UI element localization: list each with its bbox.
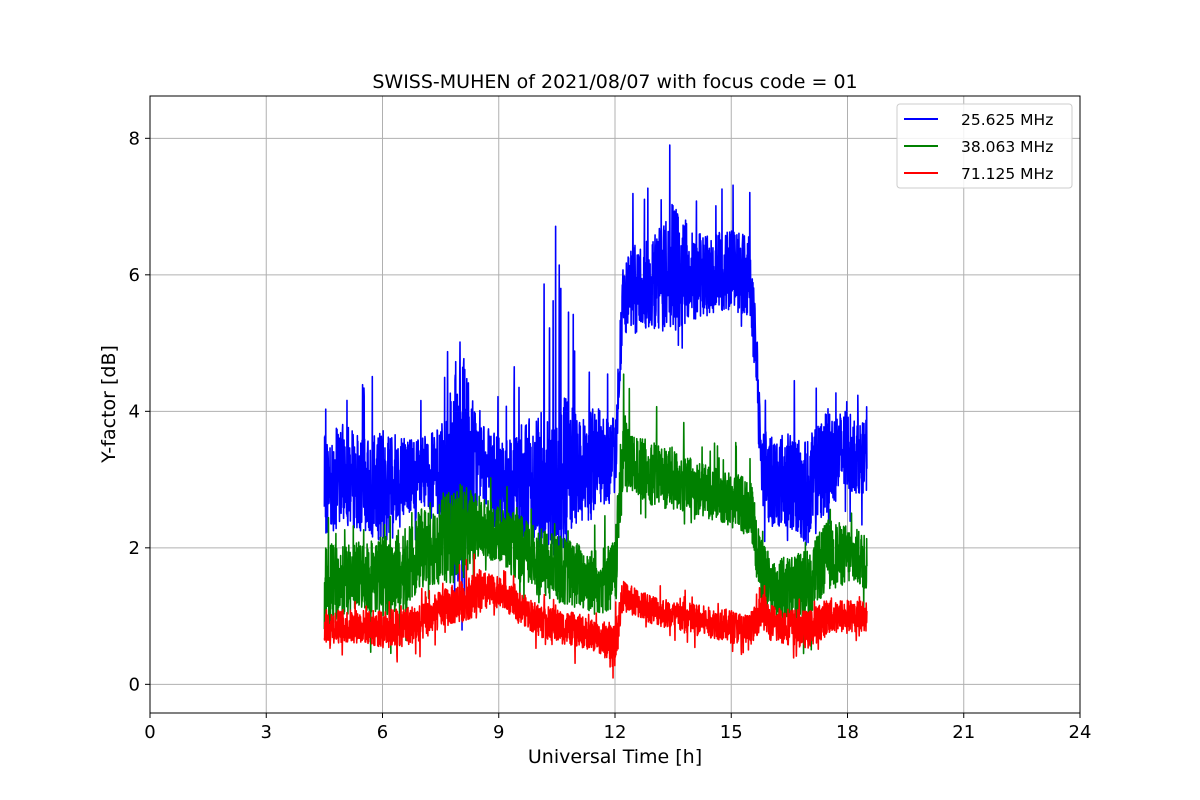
x-axis-label: Universal Time [h] <box>528 746 702 768</box>
series-layer <box>323 144 868 679</box>
x-tick-label: 15 <box>720 722 743 743</box>
y-tick-label: 0 <box>129 674 140 695</box>
x-tick-label: 24 <box>1069 722 1092 743</box>
y-tick-label: 8 <box>129 128 140 149</box>
y-tick-label: 2 <box>129 538 140 559</box>
x-tick-label: 21 <box>952 722 975 743</box>
y-tick-label: 4 <box>129 401 140 422</box>
legend-label-2: 38.063 MHz <box>961 138 1053 156</box>
x-tick-label: 0 <box>144 722 155 743</box>
x-tick-label: 3 <box>261 722 272 743</box>
series-line-1 <box>323 144 868 631</box>
chart-title: SWISS-MUHEN of 2021/08/07 with focus cod… <box>372 71 857 93</box>
x-tick-label: 9 <box>493 722 504 743</box>
legend-box <box>896 103 1073 189</box>
y-tick-label: 6 <box>129 265 140 286</box>
legend-label-3: 71.125 MHz <box>961 165 1053 183</box>
x-tick-label: 12 <box>604 722 627 743</box>
series-line-3 <box>323 553 868 679</box>
x-tick-label: 18 <box>836 722 859 743</box>
y-axis-label: Y-factor [dB] <box>98 345 120 464</box>
series-line-2 <box>323 373 868 655</box>
legend-label-1: 25.625 MHz <box>961 111 1053 129</box>
x-tick-label: 6 <box>377 722 388 743</box>
legend: 25.625 MHz 38.063 MHz 71.125 MHz <box>896 103 1073 189</box>
